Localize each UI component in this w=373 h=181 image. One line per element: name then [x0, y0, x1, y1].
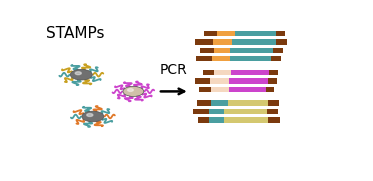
Circle shape [87, 113, 93, 117]
Bar [217, 31, 235, 36]
Bar [268, 78, 277, 84]
Bar [266, 87, 275, 92]
Bar [271, 56, 281, 61]
Bar [194, 109, 209, 114]
Bar [273, 47, 282, 53]
Bar [229, 87, 266, 92]
Text: STAMPs: STAMPs [46, 26, 105, 41]
Bar [230, 56, 271, 61]
Bar [213, 39, 232, 45]
Bar [214, 70, 231, 75]
Bar [231, 47, 273, 53]
Bar [209, 109, 225, 114]
Bar [199, 87, 211, 92]
Bar [214, 47, 231, 53]
Bar [195, 39, 213, 45]
Bar [268, 100, 279, 106]
Bar [229, 78, 268, 84]
Bar [211, 100, 228, 106]
Bar [198, 117, 209, 123]
Bar [212, 56, 230, 61]
Bar [235, 31, 276, 36]
Bar [197, 100, 211, 106]
Circle shape [70, 69, 92, 80]
Circle shape [75, 72, 81, 75]
Bar [276, 39, 288, 45]
Text: PCR: PCR [160, 64, 188, 77]
Bar [231, 70, 269, 75]
Bar [204, 31, 217, 36]
Bar [276, 31, 285, 36]
Bar [267, 109, 278, 114]
Bar [195, 78, 210, 84]
Bar [224, 117, 268, 123]
Bar [269, 70, 278, 75]
Bar [228, 100, 268, 106]
Circle shape [123, 86, 144, 96]
Circle shape [128, 89, 134, 91]
Bar [203, 70, 214, 75]
Bar [210, 78, 229, 84]
Bar [196, 56, 212, 61]
Bar [209, 117, 224, 123]
Circle shape [82, 111, 104, 122]
Bar [200, 47, 214, 53]
Bar [268, 117, 280, 123]
Bar [211, 87, 229, 92]
Bar [232, 39, 276, 45]
Bar [225, 109, 267, 114]
